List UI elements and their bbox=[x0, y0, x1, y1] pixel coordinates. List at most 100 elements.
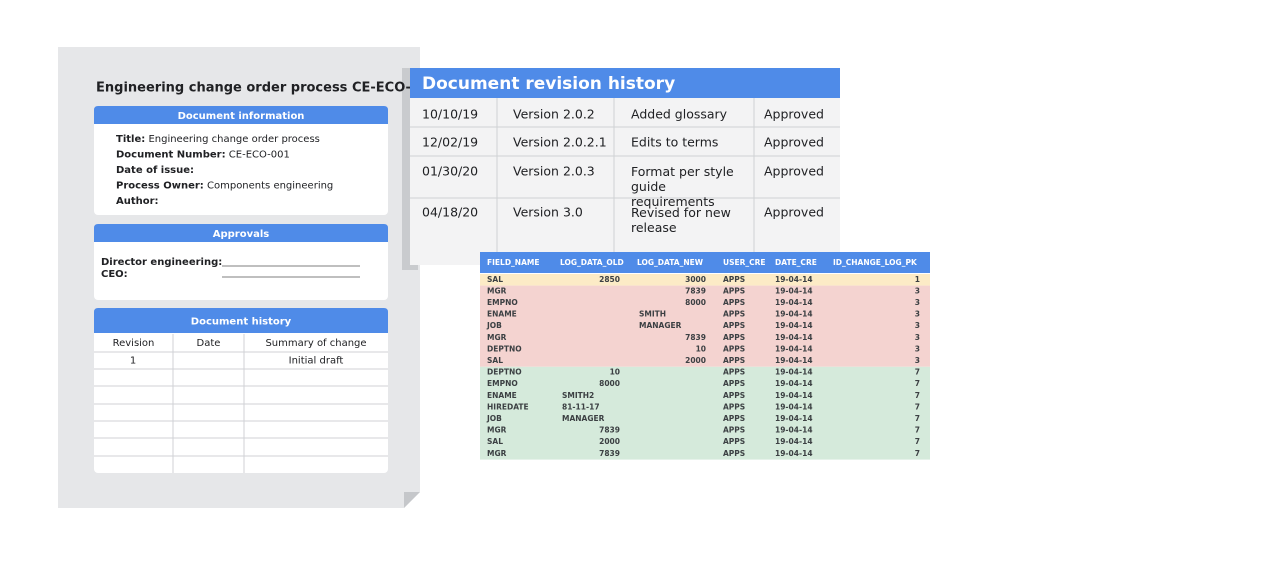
log-cell: APPS bbox=[723, 321, 745, 330]
log-cell: JOB bbox=[486, 321, 502, 330]
log-cell: SMITH2 bbox=[562, 391, 594, 400]
log-cell: 8000 bbox=[599, 379, 620, 388]
card-header-text: Approvals bbox=[213, 229, 270, 240]
log-cell: 19-04-14 bbox=[775, 391, 813, 400]
log-cell: APPS bbox=[723, 368, 745, 377]
log-cell: APPS bbox=[723, 333, 745, 342]
log-cell: 19-04-14 bbox=[775, 275, 813, 284]
history-col-header: Date bbox=[197, 338, 221, 349]
log-cell: DEPTNO bbox=[487, 344, 522, 353]
revision-cell: Approved bbox=[764, 107, 824, 122]
revision-table bbox=[410, 68, 840, 265]
log-cell: 10 bbox=[610, 368, 620, 377]
card bbox=[94, 308, 388, 473]
card bbox=[94, 224, 388, 300]
log-cell: MGR bbox=[487, 286, 507, 295]
log-cell: 3 bbox=[915, 310, 920, 319]
log-cell: 19-04-14 bbox=[775, 426, 813, 435]
log-cell: 3 bbox=[915, 344, 920, 353]
revision-cell: Version 2.0.2.1 bbox=[513, 135, 607, 150]
log-cell: APPS bbox=[723, 437, 745, 446]
field-value: Engineering change order process bbox=[148, 134, 319, 145]
revision-cell: Revised for new release bbox=[631, 205, 731, 235]
log-cell: MGR bbox=[487, 333, 507, 342]
revision-title: Document revision history bbox=[422, 74, 675, 94]
log-cell: 19-04-14 bbox=[775, 298, 813, 307]
log-cell: 7 bbox=[915, 379, 920, 388]
card-header bbox=[94, 106, 388, 124]
field-label: Title: bbox=[116, 134, 145, 145]
log-cell: 7 bbox=[915, 437, 920, 446]
log-col-header: ID_CHANGE_LOG_PK bbox=[833, 258, 918, 267]
log-cell: 7 bbox=[915, 368, 920, 377]
log-cell: SAL bbox=[487, 437, 503, 446]
log-cell: 2000 bbox=[685, 356, 706, 365]
log-cell: 19-04-14 bbox=[775, 321, 813, 330]
revision-cell: Format per style guide requirements bbox=[631, 164, 734, 209]
revision-header bbox=[410, 68, 840, 98]
log-cell: DEPTNO bbox=[487, 368, 522, 377]
log-header bbox=[480, 252, 930, 273]
log-cell: EMPNO bbox=[487, 298, 518, 307]
log-col-header: LOG_DATA_NEW bbox=[637, 258, 704, 267]
log-cell: 3 bbox=[915, 286, 920, 295]
log-cell: 3 bbox=[915, 356, 920, 365]
log-cell: 19-04-14 bbox=[775, 449, 813, 458]
revision-cell: 10/10/19 bbox=[422, 107, 478, 122]
log-cell: 7839 bbox=[685, 286, 706, 295]
log-cell: 8000 bbox=[685, 298, 706, 307]
revision-cell: 04/18/20 bbox=[422, 205, 478, 220]
log-cell: ENAME bbox=[487, 310, 517, 319]
history-col-header: Revision bbox=[113, 338, 155, 349]
log-cell: 2000 bbox=[599, 437, 620, 446]
log-cell: 2850 bbox=[599, 275, 620, 284]
log-cell: APPS bbox=[723, 391, 745, 400]
log-cell: APPS bbox=[723, 414, 745, 423]
revision-cell: Approved bbox=[764, 205, 824, 220]
card-header bbox=[94, 224, 388, 242]
log-cell: APPS bbox=[723, 286, 745, 295]
field-label: Author: bbox=[116, 196, 159, 207]
log-cell: 3 bbox=[915, 333, 920, 342]
log-cell: 3 bbox=[915, 321, 920, 330]
info-field: Title: Engineering change order process bbox=[116, 134, 320, 145]
log-cell: 81-11-17 bbox=[562, 402, 600, 411]
card-header-text: Document history bbox=[191, 317, 292, 328]
log-cell: 19-04-14 bbox=[775, 437, 813, 446]
log-cell: EMPNO bbox=[487, 379, 518, 388]
info-field: Date of issue: bbox=[116, 165, 194, 176]
revision-cell: Edits to terms bbox=[631, 135, 718, 150]
log-cell: APPS bbox=[723, 310, 745, 319]
approval-label: CEO: bbox=[101, 269, 128, 280]
log-cell: 19-04-14 bbox=[775, 310, 813, 319]
log-cell: SAL bbox=[487, 275, 503, 284]
card-header-text: Document information bbox=[178, 111, 305, 122]
log-cell: SMITH bbox=[639, 310, 666, 319]
log-cell: JOB bbox=[486, 414, 502, 423]
log-cell: MANAGER bbox=[562, 414, 605, 423]
log-cell: 19-04-14 bbox=[775, 368, 813, 377]
log-cell: ENAME bbox=[487, 391, 517, 400]
field-label: Document Number: bbox=[116, 150, 226, 161]
log-cell: 19-04-14 bbox=[775, 356, 813, 365]
revision-cell: 12/02/19 bbox=[422, 135, 478, 150]
approval-label: Director engineering: bbox=[101, 257, 222, 268]
log-cell: 10 bbox=[696, 344, 706, 353]
log-group-bg bbox=[480, 366, 930, 460]
document-title: Engineering change order process CE-ECO-… bbox=[96, 81, 438, 96]
log-cell: 19-04-14 bbox=[775, 286, 813, 295]
field-label: Date of issue: bbox=[116, 165, 194, 176]
info-field: Author: bbox=[116, 196, 159, 207]
log-cell: APPS bbox=[723, 379, 745, 388]
log-cell: APPS bbox=[723, 426, 745, 435]
log-cell: 7 bbox=[915, 402, 920, 411]
log-cell: MGR bbox=[487, 449, 507, 458]
revision-cell: Approved bbox=[764, 135, 824, 150]
history-col-header: Summary of change bbox=[265, 338, 366, 349]
log-cell: 7 bbox=[915, 449, 920, 458]
log-cell: 7 bbox=[915, 414, 920, 423]
card bbox=[94, 106, 388, 215]
log-cell: 7839 bbox=[599, 449, 620, 458]
log-cell: APPS bbox=[723, 449, 745, 458]
